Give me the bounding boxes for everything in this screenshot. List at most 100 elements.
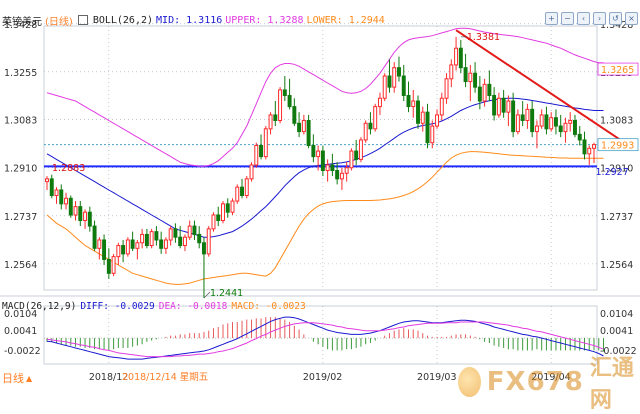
y-tick-label-left: 1.2737 xyxy=(4,212,37,223)
candle-body xyxy=(407,95,410,106)
candle-body xyxy=(188,226,191,237)
candle-body xyxy=(507,101,510,112)
macd-y-tick-left: 0.0041 xyxy=(4,326,37,337)
candle-body xyxy=(355,151,358,159)
reset-icon[interactable]: ↺ xyxy=(609,12,622,25)
zoom-in-icon[interactable]: + xyxy=(545,12,558,25)
candle-body xyxy=(526,109,529,120)
candle-body xyxy=(93,226,96,248)
period-button[interactable]: 日线 xyxy=(2,370,24,386)
candle-body xyxy=(497,98,500,115)
x-tick-label: 2019/03 xyxy=(417,372,456,383)
axis-value-label: 1.2993 xyxy=(601,141,634,152)
boll-upper-value: UPPER: 1.3288 xyxy=(225,15,303,26)
candle-body xyxy=(74,207,77,215)
candle-body xyxy=(388,76,391,87)
chart-canvas: 1.34281.34281.32551.32551.30831.30831.29… xyxy=(0,0,640,400)
candle-body xyxy=(340,173,343,179)
candle-body xyxy=(578,134,581,140)
candle-body xyxy=(250,165,253,179)
candle-body xyxy=(155,232,158,240)
scroll-left-icon[interactable]: ‹ xyxy=(577,12,590,25)
current-price-label: 1.2927 xyxy=(596,167,629,178)
main-chart-header: 英镑美元 (日线) BOLL(26,2) MID: 1.3116 UPPER: … xyxy=(2,13,385,27)
candle-body xyxy=(331,165,334,171)
boll-label: BOLL(26,2) xyxy=(93,15,153,26)
candle-body xyxy=(502,98,505,112)
candle-body xyxy=(174,229,177,237)
candle-body xyxy=(112,257,115,274)
candle-body xyxy=(260,145,263,156)
watermark-chinese: 汇通网 xyxy=(590,350,640,414)
candle-body xyxy=(402,76,405,95)
candle-body xyxy=(264,129,267,157)
candle-body xyxy=(126,240,129,254)
bottom-period-selector[interactable]: 日线 ▲ xyxy=(2,370,32,386)
period-label[interactable]: (日线) xyxy=(45,13,73,28)
macd-y-tick-left: -0.0022 xyxy=(4,346,41,357)
candle-body xyxy=(588,148,591,154)
watermark: FX678 汇通网 xyxy=(458,350,640,414)
candle-body xyxy=(545,115,548,129)
candle-body xyxy=(512,101,515,132)
zoom-out-icon[interactable]: − xyxy=(561,12,574,25)
candle-body xyxy=(88,212,91,226)
candle-body xyxy=(279,90,282,121)
candle-body xyxy=(145,234,148,245)
candle-body xyxy=(436,115,439,126)
candle-body xyxy=(60,190,63,204)
candle-body xyxy=(516,115,519,132)
candle-body xyxy=(298,123,301,131)
macd-y-tick-right: 0.0041 xyxy=(600,326,633,337)
y-tick-label-right: 1.2737 xyxy=(600,212,633,223)
candle-body xyxy=(150,232,153,246)
candle-body xyxy=(573,120,576,134)
candle-body xyxy=(274,115,277,121)
crosshair-date-label: 2018/12/14 星期五 xyxy=(122,372,208,383)
candle-body xyxy=(55,190,58,196)
y-tick-label-left: 1.2564 xyxy=(4,260,37,271)
candle-body xyxy=(478,87,481,101)
candle-body xyxy=(336,171,339,179)
candle-body xyxy=(445,79,448,98)
chevron-up-icon[interactable]: ▲ xyxy=(26,374,32,383)
macd-macd-value: MACD: -0.0023 xyxy=(231,301,305,312)
boll-mid-value: MID: 1.3116 xyxy=(156,15,222,26)
scroll-right-icon[interactable]: › xyxy=(593,12,606,25)
candle-body xyxy=(564,123,567,131)
candle-body xyxy=(559,126,562,132)
macd-y-tick-right: 0.0104 xyxy=(600,309,633,320)
candle-body xyxy=(212,215,215,229)
candle-body xyxy=(521,115,524,121)
candle-body xyxy=(535,126,538,132)
candle-body xyxy=(169,229,172,240)
indicator-box-icon[interactable] xyxy=(78,15,88,25)
candle-body xyxy=(393,68,396,87)
candle-body xyxy=(417,101,420,123)
candle-body xyxy=(569,120,572,123)
candle-body xyxy=(288,95,291,106)
candle-body xyxy=(122,246,125,254)
candle-body xyxy=(412,101,415,107)
candle-body xyxy=(431,126,434,143)
candle-body xyxy=(483,84,486,101)
macd-header: MACD(26,12,9) DIFF: -0.0029 DEA: -0.0018… xyxy=(2,300,306,313)
candle-body xyxy=(317,151,320,157)
watermark-brand: FX678 xyxy=(487,367,584,397)
high-price-label: 1.3381 xyxy=(467,32,500,43)
close-icon[interactable]: × xyxy=(625,12,638,25)
boll-upper-line xyxy=(47,28,604,166)
macd-diff-value: DIFF: -0.0029 xyxy=(80,301,154,312)
candle-body xyxy=(98,240,101,248)
candle-body xyxy=(326,165,329,171)
candle-body xyxy=(283,90,286,96)
candle-body xyxy=(398,68,401,76)
chart-toolbar: + − ‹ › ↺ × xyxy=(545,12,638,25)
candle-body xyxy=(359,140,362,159)
y-tick-label-left: 1.3083 xyxy=(4,116,37,127)
candle-body xyxy=(383,76,386,98)
candle-body xyxy=(455,48,458,65)
candle-body xyxy=(293,107,296,124)
candle-body xyxy=(222,204,225,221)
candle-body xyxy=(241,187,244,195)
